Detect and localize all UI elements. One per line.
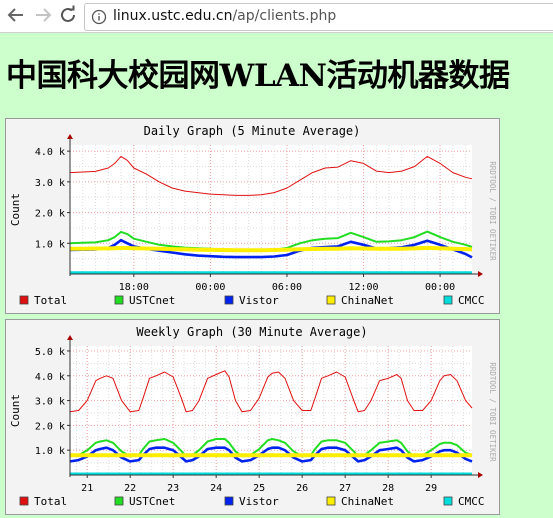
y-tick-label: 5.0 k: [35, 347, 65, 358]
legend-swatch: [19, 295, 29, 305]
x-tick-label: 18:00: [119, 282, 149, 293]
x-tick-label: 12:00: [348, 282, 378, 293]
url-host: linux.ustc.edu.cn: [113, 8, 233, 24]
legend-swatch: [326, 295, 336, 305]
y-tick-label: 2.0 k: [35, 421, 65, 432]
x-tick-label: 06:00: [272, 282, 302, 293]
x-axis-arrow: [478, 271, 483, 277]
legend-swatch: [443, 496, 453, 506]
x-tick-label: 28: [382, 483, 394, 494]
x-tick-label: 29: [425, 483, 437, 494]
x-tick-label: 21: [81, 483, 93, 494]
rrdtool-watermark: RRDTOOL / TOBI OETIKER: [488, 362, 497, 462]
browser-toolbar: linux.ustc.edu.cn/ap/clients.php: [0, 0, 553, 33]
x-tick-label: 26: [296, 483, 308, 494]
legend-item: ChinaNet: [326, 495, 394, 508]
daily-graph-svg: Daily Graph (5 Minute Average) Count RRDTO…: [9, 124, 497, 307]
legend-swatch: [114, 496, 124, 506]
x-tick-label: 22: [124, 483, 136, 494]
legend-item: Vistor: [224, 294, 279, 307]
legend-item: USTCnet: [114, 294, 175, 307]
url-text[interactable]: linux.ustc.edu.cn/ap/clients.php: [113, 8, 336, 24]
y-tick-label: 3.0 k: [35, 397, 65, 408]
legend-label: Total: [34, 294, 67, 307]
legend-swatch: [114, 295, 124, 305]
y-tick-label: 1.0 k: [35, 239, 65, 250]
legend-item: CMCC: [443, 495, 485, 508]
x-tick-label: 00:00: [425, 282, 455, 293]
legend-item: Total: [19, 294, 67, 307]
rrdtool-watermark: RRDTOOL / TOBI OETIKER: [488, 161, 497, 261]
weekly-graph-svg: Weekly Graph (30 Minute Average) Count RRD…: [9, 325, 497, 508]
legend-swatch: [19, 496, 29, 506]
y-tick-label: 4.0 k: [35, 372, 65, 383]
legend-label: USTCnet: [129, 495, 175, 508]
y-axis-arrow: [67, 335, 73, 340]
y-tick-label: 1.0 k: [35, 446, 65, 457]
chart-title: Daily Graph (5 Minute Average): [144, 124, 361, 138]
x-tick-label: 27: [339, 483, 351, 494]
reload-icon[interactable]: [57, 4, 79, 26]
page-title-part3: 活动机器数据: [326, 58, 511, 94]
address-bar[interactable]: linux.ustc.edu.cn/ap/clients.php: [84, 3, 553, 31]
info-icon[interactable]: [91, 9, 107, 25]
legend-swatch: [326, 496, 336, 506]
url-path: /ap/clients.php: [232, 8, 337, 24]
legend-item: Total: [19, 495, 67, 508]
page-title-part1: 中国科大校园网: [6, 58, 220, 94]
legend-label: Total: [34, 495, 67, 508]
legend-item: Vistor: [224, 495, 279, 508]
legend-label: CMCC: [458, 294, 485, 307]
legend-label: ChinaNet: [341, 495, 394, 508]
page-title-wlan: WLAN: [219, 58, 328, 94]
legend-item: USTCnet: [114, 495, 175, 508]
x-tick-label: 00:00: [195, 282, 225, 293]
legend-label: Vistor: [239, 495, 279, 508]
arrow-left-icon[interactable]: [5, 4, 27, 26]
legend-swatch: [224, 295, 234, 305]
legend-label: Vistor: [239, 294, 279, 307]
series-line: [69, 370, 473, 413]
series-line: [69, 238, 473, 259]
chart-title: Weekly Graph (30 Minute Average): [136, 325, 367, 339]
x-axis-arrow: [478, 472, 483, 478]
series-line: [69, 438, 473, 458]
daily-graph: Daily Graph (5 Minute Average) Count RRDTO…: [5, 118, 500, 314]
weekly-graph: Weekly Graph (30 Minute Average) Count RRD…: [5, 319, 500, 515]
page-title: 中国科大校园网WLAN活动机器数据: [6, 50, 510, 95]
y-tick-label: 2.0 k: [35, 209, 65, 220]
y-tick-label: 3.0 k: [35, 178, 65, 189]
x-tick-label: 24: [210, 483, 222, 494]
y-axis-label: Count: [9, 394, 22, 427]
legend-swatch: [224, 496, 234, 506]
legend-item: ChinaNet: [326, 294, 394, 307]
x-tick-label: 23: [167, 483, 179, 494]
y-axis-label: Count: [9, 193, 22, 226]
legend-item: CMCC: [443, 294, 485, 307]
arrow-right-icon[interactable]: [32, 4, 54, 26]
series-line: [69, 245, 473, 253]
legend-label: CMCC: [458, 495, 485, 508]
legend-label: USTCnet: [129, 294, 175, 307]
legend-label: ChinaNet: [341, 294, 394, 307]
y-tick-label: 4.0 k: [35, 147, 65, 158]
series-line: [69, 155, 473, 196]
y-axis-arrow: [67, 134, 73, 139]
legend-swatch: [443, 295, 453, 305]
x-tick-label: 25: [253, 483, 265, 494]
